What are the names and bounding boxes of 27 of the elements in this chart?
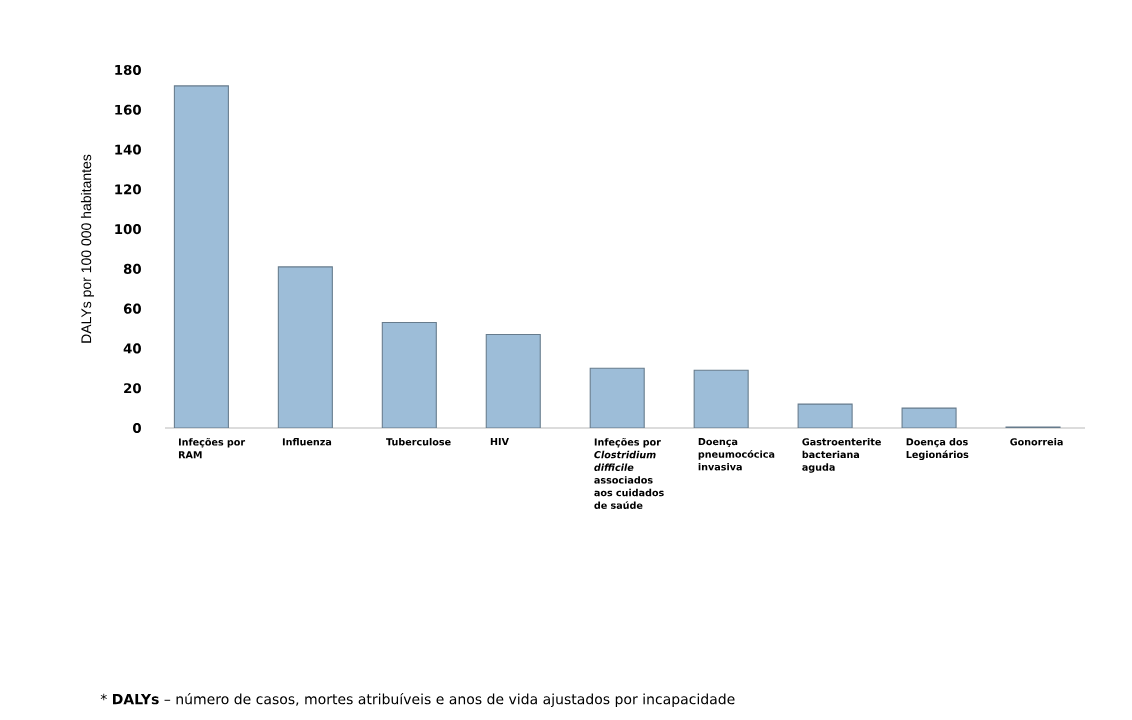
x-tick-label: Doença pneumocócica invasiva (698, 438, 775, 471)
y-axis-title: DALYs por 100 000 habitantes (80, 154, 94, 343)
x-tick-label: Infeções por RAM (178, 438, 246, 459)
x-tick-label: Gonorreia (1010, 438, 1063, 446)
x-tick-label: Gastroenterite bacteriana aguda (802, 438, 881, 473)
y-tick-label: 0 (133, 422, 141, 434)
text: *DALYs – número de casos, mortes atribuíveis e anos de vida ajustados por incapacidade (100, 692, 735, 708)
y-tick-label: 100 (115, 224, 141, 235)
x-tick-label: Influenza (282, 438, 332, 446)
bar (589, 367, 645, 428)
y-tick-label: 180 (115, 64, 141, 76)
bar (485, 333, 541, 428)
x-tick-label: HIV (490, 438, 509, 446)
y-tick-label: 120 (115, 184, 141, 195)
x-tick-label: Tuberculose (386, 438, 451, 446)
bar (693, 369, 749, 428)
bar (277, 266, 333, 428)
y-tick-label: 80 (123, 263, 141, 274)
bar (173, 85, 229, 428)
x-tick-label: Doença dos Legionários (906, 438, 969, 461)
x-tick-label: Infeções por Clostridium difficile associados aos cuidados de saúde (594, 438, 664, 509)
y-tick-label: 20 (124, 383, 141, 394)
y-tick-label: 140 (115, 144, 141, 155)
y-tick-label: 60 (123, 303, 141, 314)
y-tick-label: 40 (123, 343, 141, 354)
y-tick-label: 160 (115, 104, 141, 115)
bar (381, 322, 437, 428)
